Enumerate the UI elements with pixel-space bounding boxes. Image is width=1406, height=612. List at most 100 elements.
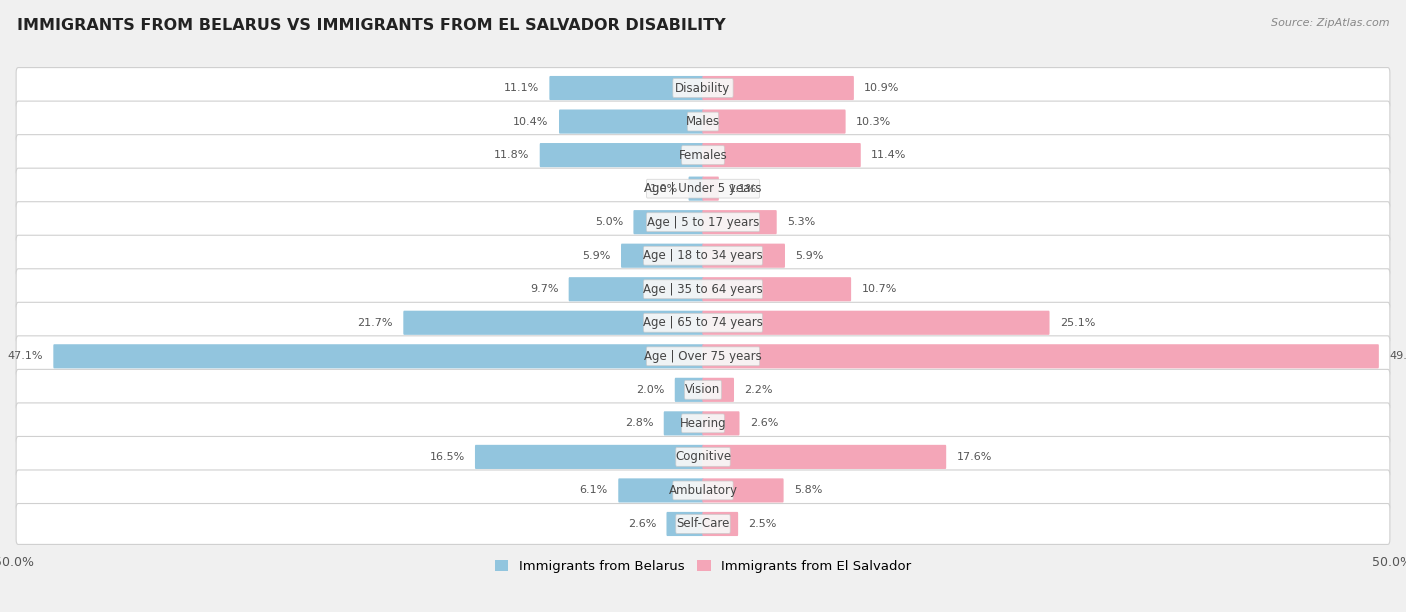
FancyBboxPatch shape [703, 311, 1049, 335]
FancyBboxPatch shape [676, 515, 730, 534]
FancyBboxPatch shape [647, 179, 759, 198]
FancyBboxPatch shape [703, 378, 734, 402]
FancyBboxPatch shape [688, 112, 718, 131]
FancyBboxPatch shape [647, 347, 759, 366]
FancyBboxPatch shape [703, 479, 783, 502]
Text: 2.5%: 2.5% [748, 519, 778, 529]
FancyBboxPatch shape [15, 436, 1391, 477]
Text: 1.0%: 1.0% [650, 184, 678, 193]
FancyBboxPatch shape [673, 481, 733, 500]
Text: Females: Females [679, 149, 727, 162]
Text: Males: Males [686, 115, 720, 128]
FancyBboxPatch shape [644, 280, 762, 299]
Text: 10.9%: 10.9% [865, 83, 900, 93]
Text: 10.3%: 10.3% [856, 116, 891, 127]
Text: 2.0%: 2.0% [636, 385, 665, 395]
FancyBboxPatch shape [15, 101, 1391, 142]
FancyBboxPatch shape [703, 411, 740, 436]
FancyBboxPatch shape [15, 67, 1391, 108]
Text: 5.3%: 5.3% [787, 217, 815, 227]
FancyBboxPatch shape [689, 176, 703, 201]
FancyBboxPatch shape [15, 403, 1391, 444]
Text: Ambulatory: Ambulatory [668, 484, 738, 497]
Text: 1.1%: 1.1% [730, 184, 758, 193]
FancyBboxPatch shape [560, 110, 703, 133]
Text: Cognitive: Cognitive [675, 450, 731, 463]
FancyBboxPatch shape [568, 277, 703, 301]
FancyBboxPatch shape [540, 143, 703, 167]
FancyBboxPatch shape [703, 143, 860, 167]
FancyBboxPatch shape [703, 445, 946, 469]
FancyBboxPatch shape [550, 76, 703, 100]
FancyBboxPatch shape [703, 277, 851, 301]
Text: Age | Under 5 years: Age | Under 5 years [644, 182, 762, 195]
Text: 16.5%: 16.5% [429, 452, 464, 462]
Text: 2.2%: 2.2% [744, 385, 773, 395]
Text: 5.9%: 5.9% [796, 251, 824, 261]
FancyBboxPatch shape [682, 146, 724, 165]
FancyBboxPatch shape [15, 336, 1391, 377]
FancyBboxPatch shape [404, 311, 703, 335]
FancyBboxPatch shape [475, 445, 703, 469]
FancyBboxPatch shape [15, 168, 1391, 209]
Text: 10.7%: 10.7% [862, 284, 897, 294]
Text: 5.9%: 5.9% [582, 251, 610, 261]
Text: 2.8%: 2.8% [624, 419, 654, 428]
Text: 2.6%: 2.6% [627, 519, 657, 529]
FancyBboxPatch shape [15, 504, 1391, 545]
FancyBboxPatch shape [703, 210, 776, 234]
FancyBboxPatch shape [619, 479, 703, 502]
Text: 25.1%: 25.1% [1060, 318, 1095, 328]
FancyBboxPatch shape [15, 370, 1391, 410]
Text: 10.4%: 10.4% [513, 116, 548, 127]
FancyBboxPatch shape [676, 447, 730, 466]
FancyBboxPatch shape [634, 210, 703, 234]
Text: 21.7%: 21.7% [357, 318, 392, 328]
Text: 2.6%: 2.6% [749, 419, 779, 428]
Text: Age | 65 to 74 years: Age | 65 to 74 years [643, 316, 763, 329]
Text: 5.8%: 5.8% [794, 485, 823, 496]
FancyBboxPatch shape [644, 246, 762, 265]
FancyBboxPatch shape [675, 378, 703, 402]
Text: 11.8%: 11.8% [494, 150, 530, 160]
FancyBboxPatch shape [621, 244, 703, 268]
Text: Age | Over 75 years: Age | Over 75 years [644, 350, 762, 363]
FancyBboxPatch shape [685, 381, 721, 399]
Text: 17.6%: 17.6% [956, 452, 991, 462]
FancyBboxPatch shape [703, 176, 718, 201]
Text: Vision: Vision [685, 383, 721, 397]
Text: Disability: Disability [675, 81, 731, 94]
Text: 9.7%: 9.7% [530, 284, 558, 294]
FancyBboxPatch shape [15, 470, 1391, 511]
Text: 6.1%: 6.1% [579, 485, 607, 496]
FancyBboxPatch shape [15, 235, 1391, 276]
Text: 11.1%: 11.1% [503, 83, 538, 93]
FancyBboxPatch shape [644, 313, 762, 332]
Legend: Immigrants from Belarus, Immigrants from El Salvador: Immigrants from Belarus, Immigrants from… [489, 555, 917, 578]
FancyBboxPatch shape [15, 135, 1391, 176]
FancyBboxPatch shape [666, 512, 703, 536]
Text: 5.0%: 5.0% [595, 217, 623, 227]
FancyBboxPatch shape [703, 244, 785, 268]
FancyBboxPatch shape [664, 411, 703, 436]
FancyBboxPatch shape [703, 344, 1379, 368]
Text: 47.1%: 47.1% [7, 351, 44, 361]
FancyBboxPatch shape [15, 302, 1391, 343]
Text: Age | 5 to 17 years: Age | 5 to 17 years [647, 215, 759, 229]
Text: IMMIGRANTS FROM BELARUS VS IMMIGRANTS FROM EL SALVADOR DISABILITY: IMMIGRANTS FROM BELARUS VS IMMIGRANTS FR… [17, 18, 725, 34]
FancyBboxPatch shape [15, 202, 1391, 242]
Text: Source: ZipAtlas.com: Source: ZipAtlas.com [1271, 18, 1389, 28]
Text: Age | 35 to 64 years: Age | 35 to 64 years [643, 283, 763, 296]
Text: 11.4%: 11.4% [872, 150, 907, 160]
Text: Hearing: Hearing [679, 417, 727, 430]
FancyBboxPatch shape [647, 213, 759, 231]
FancyBboxPatch shape [682, 414, 724, 433]
FancyBboxPatch shape [703, 76, 853, 100]
Text: Self-Care: Self-Care [676, 518, 730, 531]
Text: Age | 18 to 34 years: Age | 18 to 34 years [643, 249, 763, 262]
FancyBboxPatch shape [703, 110, 845, 133]
Text: 49.0%: 49.0% [1389, 351, 1406, 361]
FancyBboxPatch shape [673, 78, 733, 97]
FancyBboxPatch shape [53, 344, 703, 368]
FancyBboxPatch shape [703, 512, 738, 536]
